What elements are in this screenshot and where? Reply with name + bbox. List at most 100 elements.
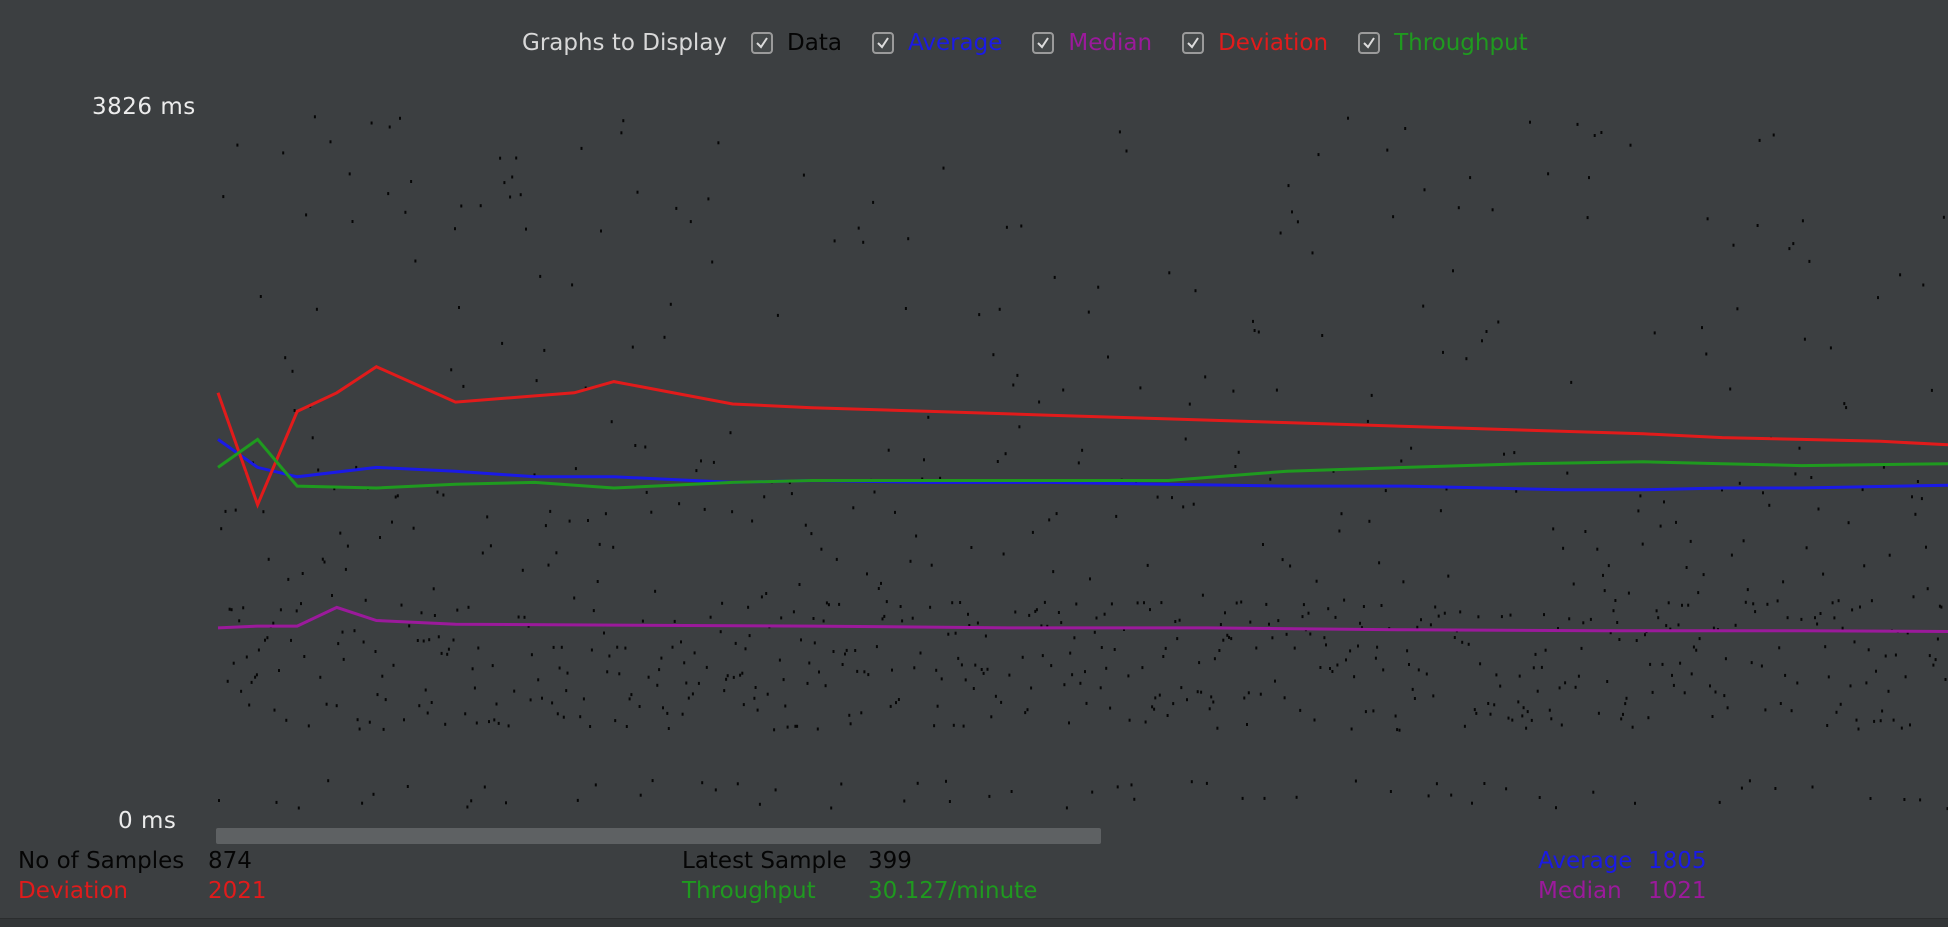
data-point xyxy=(462,385,464,388)
average-value: 1805 xyxy=(1648,848,1707,874)
data-point xyxy=(1668,601,1670,604)
data-point xyxy=(308,724,310,727)
data-point xyxy=(1428,794,1430,797)
data-point xyxy=(1577,123,1579,126)
data-point xyxy=(1630,144,1632,147)
data-point xyxy=(1477,615,1479,618)
data-point xyxy=(438,635,440,638)
data-point xyxy=(739,674,741,677)
data-point xyxy=(1075,603,1077,606)
data-point xyxy=(1856,719,1858,722)
data-point xyxy=(233,662,235,665)
data-point xyxy=(1359,622,1361,625)
data-point xyxy=(1357,645,1359,648)
data-point xyxy=(1736,307,1738,310)
data-point xyxy=(1531,719,1533,722)
data-point xyxy=(470,799,472,802)
data-point xyxy=(1581,647,1583,650)
data-point xyxy=(1709,684,1711,687)
data-point xyxy=(1422,305,1424,308)
data-point xyxy=(268,558,270,561)
data-point xyxy=(605,512,607,515)
data-point xyxy=(1402,580,1404,583)
horizontal-scrollbar[interactable] xyxy=(216,828,1101,844)
data-point xyxy=(683,661,685,664)
data-point xyxy=(910,560,912,563)
data-point xyxy=(520,193,522,196)
data-point xyxy=(965,678,967,681)
y-axis-min-label: 0 ms xyxy=(118,808,176,834)
data-point xyxy=(536,379,538,382)
data-point xyxy=(637,191,639,194)
data-point xyxy=(1628,592,1630,595)
data-point xyxy=(660,657,662,660)
data-point xyxy=(895,701,897,704)
data-point xyxy=(496,703,498,706)
data-point xyxy=(285,719,287,722)
data-point xyxy=(238,619,240,622)
data-point xyxy=(642,620,644,623)
data-point xyxy=(1254,329,1256,332)
data-point xyxy=(670,303,672,306)
data-point xyxy=(292,370,294,373)
data-point xyxy=(1280,232,1282,235)
data-point xyxy=(1826,724,1828,727)
data-point xyxy=(1248,691,1250,694)
data-point xyxy=(1096,617,1098,620)
data-point xyxy=(524,616,526,619)
data-point xyxy=(1381,604,1383,607)
data-point xyxy=(458,306,460,309)
data-point xyxy=(508,724,510,727)
data-point xyxy=(1027,708,1029,711)
data-point xyxy=(525,228,527,231)
data-point xyxy=(246,656,248,659)
data-point xyxy=(767,693,769,696)
data-point xyxy=(1481,339,1483,342)
data-point xyxy=(828,603,830,606)
data-point xyxy=(1097,286,1099,289)
data-point xyxy=(1564,681,1566,684)
data-point xyxy=(1262,543,1264,546)
data-point xyxy=(599,543,601,546)
data-point xyxy=(1787,616,1789,619)
data-point xyxy=(330,140,332,143)
data-point xyxy=(1420,618,1422,621)
data-point xyxy=(608,655,610,658)
data-point xyxy=(1870,797,1872,800)
data-point xyxy=(545,524,547,527)
data-point xyxy=(700,459,702,462)
data-point xyxy=(431,701,433,704)
data-point xyxy=(1434,606,1436,609)
samples-value: 874 xyxy=(208,848,252,874)
data-point xyxy=(1089,577,1091,580)
data-point xyxy=(1050,664,1052,667)
data-point xyxy=(1365,710,1367,713)
data-point xyxy=(593,609,595,612)
data-point xyxy=(840,783,842,786)
data-point xyxy=(784,705,786,708)
data-point xyxy=(846,649,848,652)
data-point xyxy=(1747,588,1749,591)
data-point xyxy=(898,698,900,701)
data-point xyxy=(907,237,909,240)
data-point xyxy=(1684,691,1686,694)
data-point xyxy=(1416,626,1418,629)
data-point xyxy=(823,620,825,623)
data-point xyxy=(1566,472,1568,475)
data-point xyxy=(1885,655,1887,658)
data-point xyxy=(1316,580,1318,583)
data-point xyxy=(856,670,858,673)
data-point xyxy=(1899,273,1901,276)
data-point xyxy=(541,697,543,700)
data-point xyxy=(446,653,448,656)
data-point xyxy=(1729,388,1731,391)
data-point xyxy=(652,779,654,782)
data-point xyxy=(981,668,983,671)
data-point xyxy=(1440,509,1442,512)
data-point xyxy=(1412,688,1414,691)
data-point xyxy=(549,510,551,513)
data-point xyxy=(1642,543,1644,546)
data-point xyxy=(1850,684,1852,687)
data-point xyxy=(1222,639,1224,642)
data-point xyxy=(1450,794,1452,797)
